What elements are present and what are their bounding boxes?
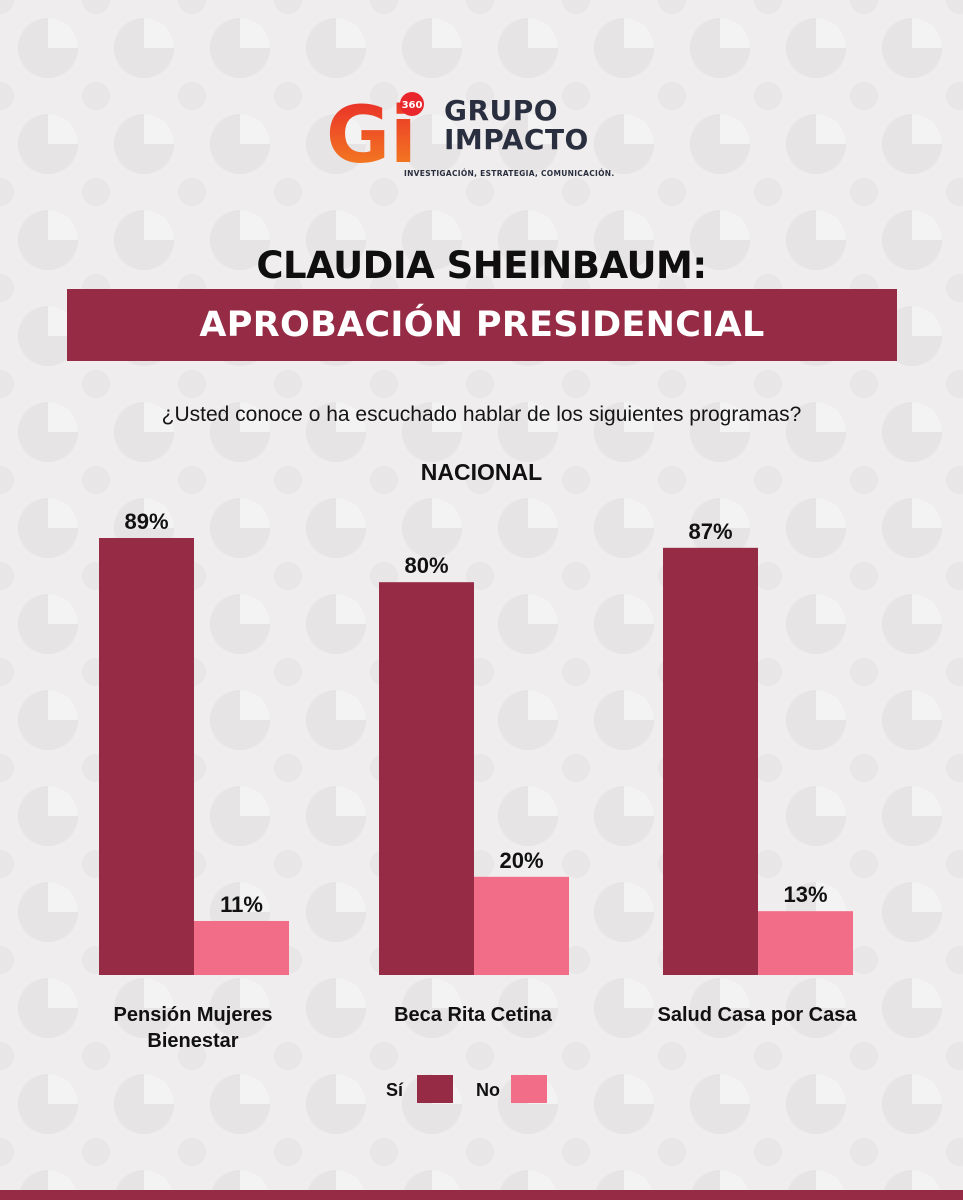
legend-label: No <box>476 1080 500 1100</box>
data-label-no-1: 20% <box>499 848 543 873</box>
survey-question: ¿Usted conoce o ha escuchado hablar de l… <box>161 403 802 426</box>
data-label-si-1: 80% <box>404 553 448 578</box>
category-label-line: Pensión Mujeres <box>113 1004 273 1026</box>
data-label-si-0: 89% <box>124 509 168 534</box>
logo-name-line1: GRUPO <box>444 94 559 127</box>
legend-swatch-si <box>417 1075 453 1103</box>
title-banner: APROBACIÓN PRESIDENCIAL <box>67 289 897 361</box>
logo-name-line2: IMPACTO <box>444 123 589 156</box>
category-label: Pensión Mujeres Bienestar <box>73 1002 313 1054</box>
gi-logo-mark: Gi 360 <box>326 91 424 180</box>
category-label-line: Bienestar <box>147 1030 239 1052</box>
bottom-bar <box>0 1190 963 1200</box>
data-label-no-0: 11% <box>220 892 263 917</box>
category-label-line: Salud Casa por Casa <box>657 1004 857 1026</box>
bar-no-0 <box>194 920 289 975</box>
bar-no-1 <box>474 876 569 975</box>
legend-label: Sí <box>386 1080 404 1100</box>
bar-no-2 <box>758 911 853 975</box>
bar-si-1 <box>379 582 474 975</box>
chart-title: NACIONAL <box>420 459 543 485</box>
category-label: Salud Casa por Casa <box>637 1002 877 1028</box>
legend-swatch-no <box>511 1075 547 1103</box>
data-label-si-2: 87% <box>688 519 732 544</box>
category-label: Beca Rita Cetina <box>353 1002 593 1028</box>
logo-badge: 360 <box>402 100 423 111</box>
logo-name: GRUPO IMPACTO <box>444 96 589 154</box>
data-label-no-2: 13% <box>783 882 827 907</box>
page-title: CLAUDIA SHEINBAUM: <box>256 244 707 287</box>
category-label-line: Beca Rita Cetina <box>394 1004 552 1026</box>
logo-tagline: INVESTIGACIÓN, ESTRATEGIA, COMUNICACIÓN. <box>404 169 615 178</box>
bar-si-0 <box>99 538 194 975</box>
grupo-impacto-logo: Gi 360 GRUPO IMPACTO INVESTIGACIÓN, ESTR… <box>326 90 626 185</box>
bar-si-2 <box>663 547 758 975</box>
